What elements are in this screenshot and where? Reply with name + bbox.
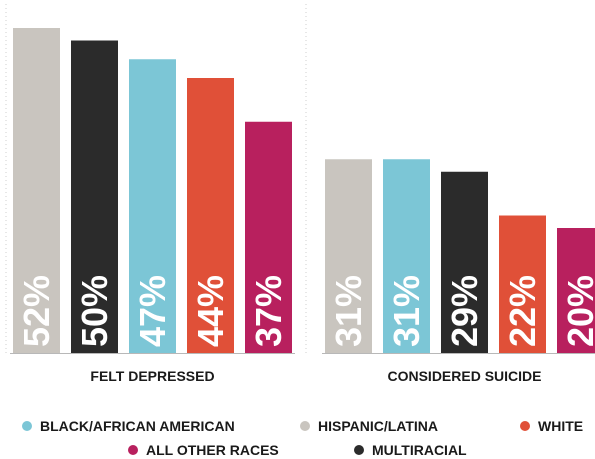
bar-value-label: 44% [190,275,231,347]
legend-swatch [22,421,32,431]
bar-value-label: 31% [328,275,369,347]
legend-item-white: WHITE [520,418,583,434]
legend-label: HISPANIC/LATINA [318,418,439,434]
legend-swatch [354,445,364,455]
bar [325,159,372,353]
legend-item-multiracial: MULTIRACIAL [354,442,467,458]
bar-value-label: 47% [132,275,173,347]
chart-bar-labels: 52% 50% 47% 44% 37% 31% 31% 29% 22% 20% [16,275,595,347]
bar [245,121,292,353]
bar-chart: 52% 50% 47% 44% 37% 31% 31% 29% 22% 20% FELT DEPR… [5,4,595,384]
legend-swatch [520,421,530,431]
bar-value-label: 50% [74,275,115,347]
bar [441,171,488,353]
legend-label: ALL OTHER RACES [146,442,279,458]
bar [129,59,176,353]
chart-bars [13,28,595,353]
bar [499,215,546,353]
legend-label: BLACK/AFRICAN AMERICAN [40,418,235,434]
bar [383,159,430,353]
group-label: CONSIDERED SUICIDE [387,368,541,384]
bar-value-label: 37% [248,275,289,347]
group-label: FELT DEPRESSED [90,368,214,384]
bar [71,40,118,353]
legend-swatch [300,421,310,431]
legend-item-all-other-races: ALL OTHER RACES [128,442,279,458]
legend-label: WHITE [538,418,584,434]
chart-group-labels: FELT DEPRESSED CONSIDERED SUICIDE [90,368,541,384]
bar-value-label: 29% [444,275,485,347]
chart-axes [5,4,595,354]
bar-value-label: 22% [502,275,543,347]
bar-value-label: 20% [560,275,595,347]
legend-swatch [128,445,138,455]
chart-legend: BLACK/AFRICAN AMERICAN HISPANIC/LATINA W… [0,410,595,459]
bar [557,228,595,353]
bar [13,28,60,353]
legend-label: MULTIRACIAL [372,442,467,458]
bar [187,78,234,353]
legend-item-black-african-american: BLACK/AFRICAN AMERICAN [22,418,235,434]
bar-value-label: 52% [16,275,57,347]
legend-item-hispanic-latina: HISPANIC/LATINA [300,418,438,434]
bar-value-label: 31% [386,275,427,347]
